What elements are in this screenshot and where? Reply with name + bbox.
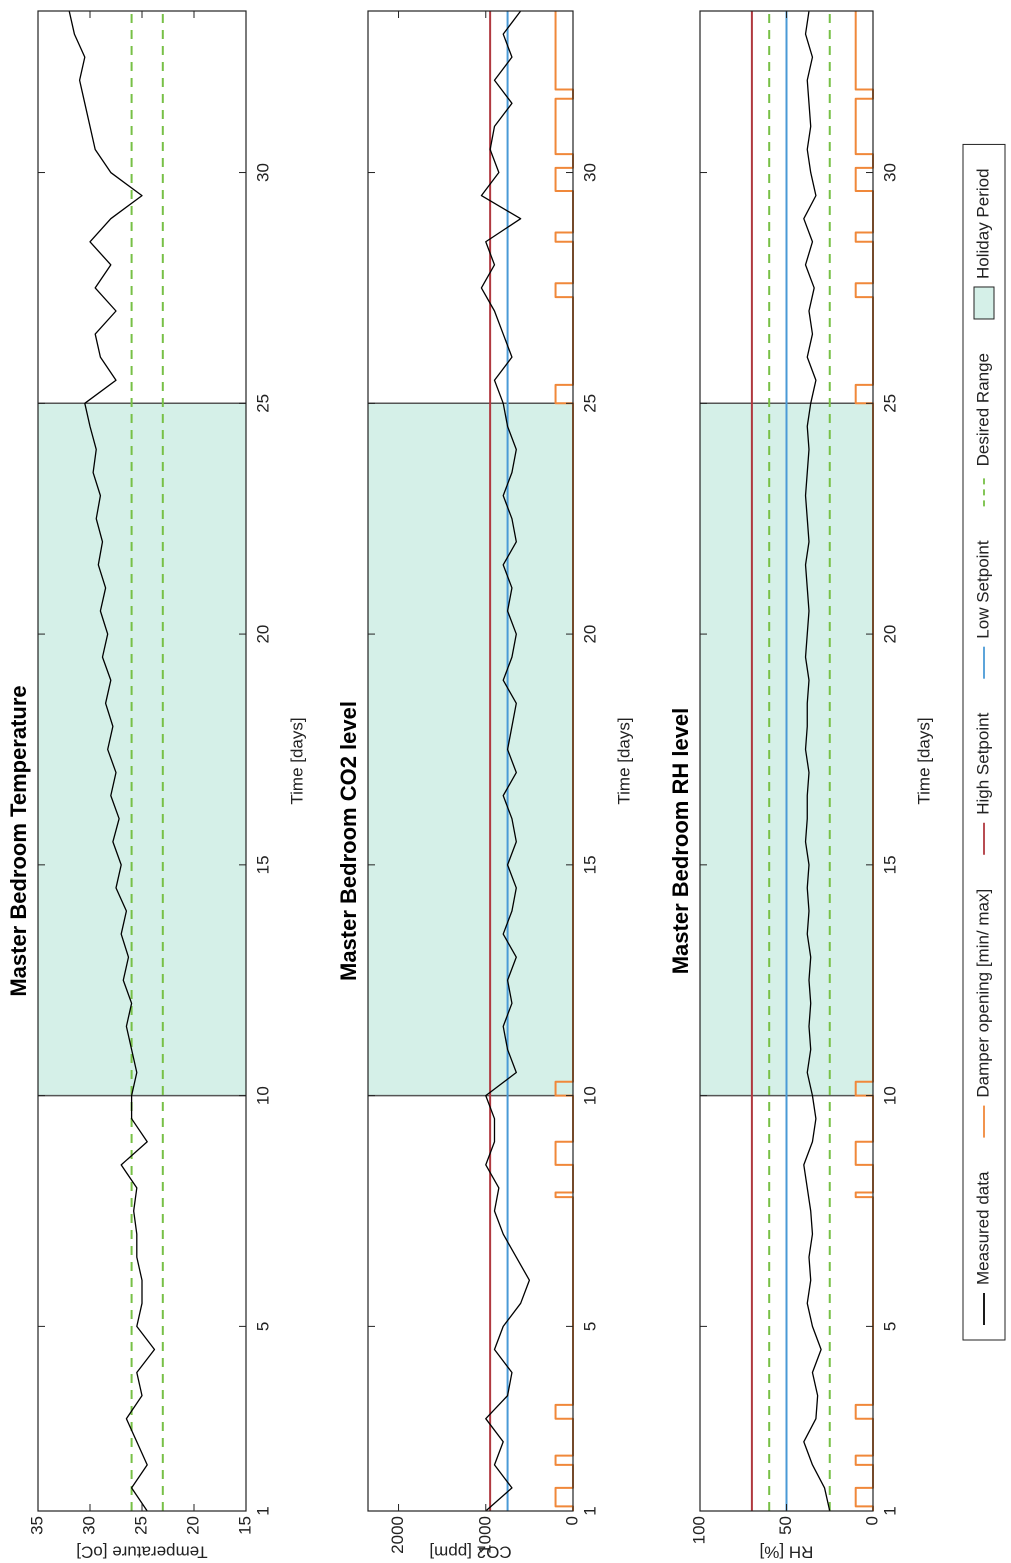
y-tick-label: 0 [862, 1516, 881, 1525]
x-tick-label: 5 [880, 1322, 899, 1331]
plot-frame [367, 10, 574, 1512]
chart-title: Master Bedroom CO2 level [336, 701, 361, 981]
x-tick-label: 20 [580, 625, 599, 644]
x-axis-label: Time [days] [614, 717, 633, 804]
y-axis-label: CO2 [ppm] [429, 1543, 511, 1562]
y-tick-label: 100 [689, 1516, 708, 1544]
measured-line [68, 10, 156, 1512]
x-axis-label: Time [days] [914, 717, 933, 804]
legend-label: Measured data [973, 1171, 992, 1285]
y-tick-label: 15 [235, 1516, 254, 1535]
damper-line [854, 11, 874, 1511]
holiday-period [368, 403, 573, 1096]
x-tick-label: 15 [880, 855, 899, 874]
measured-line [480, 10, 531, 1512]
legend-label: Holiday Period [973, 168, 992, 279]
x-tick-label: 1 [580, 1506, 599, 1515]
legend-swatch [973, 286, 995, 320]
legend-label: High Setpoint [973, 712, 992, 814]
measured-line [803, 10, 831, 1512]
legend-label: Low Setpoint [973, 540, 992, 639]
y-tick-label: 35 [27, 1516, 46, 1535]
holiday-period [38, 403, 246, 1096]
chart-title: Master Bedroom RH level [668, 708, 693, 975]
x-tick-label: 30 [580, 163, 599, 182]
x-tick-label: 30 [253, 163, 272, 182]
x-tick-label: 10 [253, 1086, 272, 1105]
y-axis-label: RH [%] [760, 1543, 814, 1562]
x-tick-label: 15 [253, 855, 272, 874]
y-tick-label: 2000 [388, 1516, 407, 1554]
x-tick-label: 25 [580, 394, 599, 413]
legend-label: Damper opening [min/ max] [973, 889, 992, 1098]
y-tick-label: 30 [79, 1516, 98, 1535]
x-axis-label: Time [days] [287, 717, 306, 804]
x-tick-label: 20 [880, 625, 899, 644]
x-tick-label: 15 [580, 855, 599, 874]
x-tick-label: 5 [253, 1322, 272, 1331]
x-tick-label: 1 [880, 1506, 899, 1515]
legend-box [962, 143, 1006, 1341]
x-tick-label: 30 [880, 163, 899, 182]
legend-label: Desired Range [973, 353, 992, 466]
x-tick-label: 25 [880, 394, 899, 413]
x-tick-label: 5 [580, 1322, 599, 1331]
x-tick-label: 25 [253, 394, 272, 413]
legend: Measured data Damper opening [min/ max] Hi… [962, 143, 1006, 1341]
y-tick-label: 20 [183, 1516, 202, 1535]
x-tick-label: 1 [253, 1506, 272, 1515]
y-tick-label: 50 [776, 1516, 795, 1535]
y-tick-label: 0 [562, 1516, 581, 1525]
chart-title: Master Bedroom Temperature [6, 685, 31, 996]
x-tick-label: 10 [880, 1086, 899, 1105]
y-tick-label: 1000 [475, 1516, 494, 1554]
y-axis-label: Temperature [oC] [76, 1543, 207, 1562]
y-tick-label: 25 [131, 1516, 150, 1535]
x-tick-label: 20 [253, 625, 272, 644]
x-tick-label: 10 [580, 1086, 599, 1105]
damper-line [554, 11, 574, 1511]
